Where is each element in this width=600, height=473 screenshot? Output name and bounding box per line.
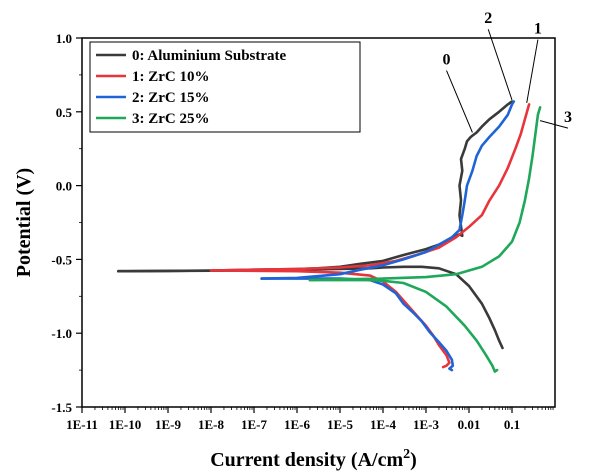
legend-label: 2: ZrC 15% (132, 90, 210, 106)
x-tick-label: 1E-5 (327, 417, 354, 432)
x-axis-title-close: ) (410, 449, 417, 471)
x-tick-label: 0.01 (458, 417, 481, 432)
y-tick-label: -1.5 (51, 400, 72, 415)
annotation-leader (487, 29, 513, 101)
x-tick-label: 0.1 (504, 417, 520, 432)
legend-label: 1: ZrC 10% (132, 69, 210, 85)
annotation-leader (446, 70, 473, 133)
x-axis-title-sup: 2 (403, 447, 410, 462)
series-1-cathodic-branch (209, 269, 451, 369)
series-group (117, 100, 542, 373)
annotation-label: 3 (564, 109, 572, 126)
x-tick-label: 1E-4 (370, 417, 397, 432)
x-tick-label: 1E-8 (198, 417, 225, 432)
y-tick-label: 1.0 (56, 31, 72, 46)
legend: 0: Aluminium Substrate 1: ZrC 10% 2: ZrC 1… (89, 41, 361, 133)
y-tick-label: -1.0 (51, 326, 72, 341)
legend-box (89, 41, 361, 133)
series-3-cathodic-branch (308, 278, 499, 373)
y-axis-title: Potential (V) (13, 168, 35, 277)
y-tick-label: -0.5 (51, 252, 72, 267)
series-2-anodic-branch (260, 100, 516, 280)
annotations: 0 2 1 3 (443, 10, 572, 133)
x-tick-label: 1E-11 (66, 417, 98, 432)
legend-label: 3: ZrC 25% (132, 111, 210, 127)
series-2 (260, 100, 516, 372)
series-3 (308, 106, 542, 373)
x-tick-label: 1E-10 (109, 417, 142, 432)
x-axis-title: Current density (A/cm2) (210, 447, 417, 471)
annotation-leader (526, 39, 539, 104)
annotation-label: 2 (484, 10, 492, 27)
y-tick-label: 0.5 (56, 105, 73, 120)
x-tick-label: 1E-9 (155, 417, 182, 432)
x-tick-label: 1E-6 (284, 417, 311, 432)
y-tick-label: 0.0 (56, 179, 72, 194)
series-1 (209, 103, 531, 369)
annotation-leader (539, 120, 569, 129)
series-0 (117, 100, 514, 350)
series-1-anodic-branch (209, 103, 531, 272)
series-3-anodic-branch (308, 106, 542, 282)
annotation-label: 0 (443, 52, 451, 69)
x-axis-title-main: Current density (A/cm (210, 449, 403, 471)
axes: 1E-11 1E-10 1E-9 1E-8 1E-7 1E-6 1E-5 1E-4 1E-3 0.… (51, 31, 556, 432)
x-tick-label: 1E-3 (413, 417, 440, 432)
annotation-label: 1 (534, 21, 542, 38)
x-tick-label: 1E-7 (241, 417, 268, 432)
legend-label: 0: Aluminium Substrate (132, 48, 287, 64)
